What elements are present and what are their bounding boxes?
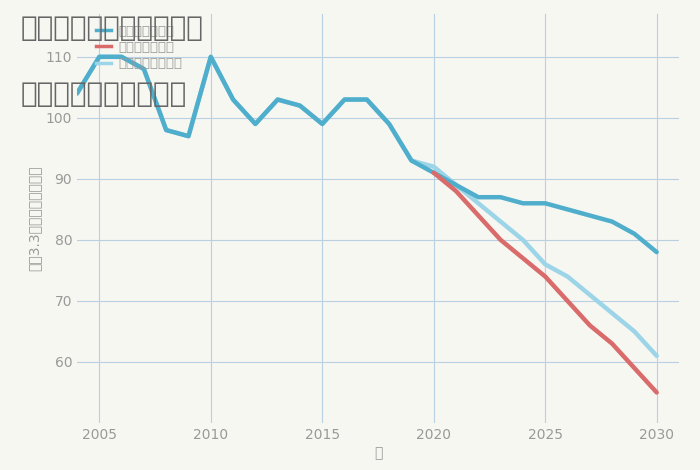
Legend: グッドシナリオ, バッドシナリオ, ノーマルシナリオ: グッドシナリオ, バッドシナリオ, ノーマルシナリオ — [96, 25, 182, 70]
X-axis label: 年: 年 — [374, 446, 382, 460]
Y-axis label: 坪（3.3㎡）単価（万円）: 坪（3.3㎡）単価（万円） — [27, 166, 41, 271]
Text: 中古戸建ての価格推移: 中古戸建ての価格推移 — [21, 80, 188, 108]
Text: 愛知県津島市米之座町の: 愛知県津島市米之座町の — [21, 14, 204, 42]
